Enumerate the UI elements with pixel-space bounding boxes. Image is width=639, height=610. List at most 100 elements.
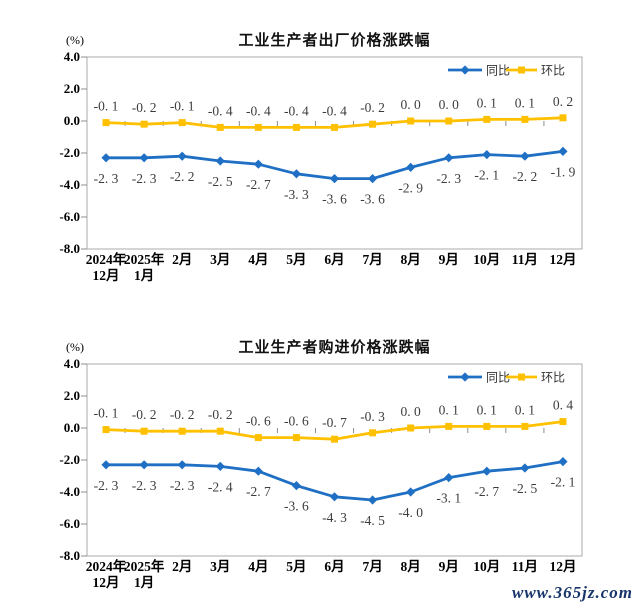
x-category-label: 6月 — [324, 559, 344, 574]
x-category-label: 2024年 — [86, 558, 127, 574]
x-category-label: 12月 — [93, 575, 120, 590]
data-point-label-环比: 0. 0 — [401, 97, 422, 112]
plot-border — [86, 363, 583, 557]
data-point-label-同比: -2. 3 — [94, 478, 119, 493]
y-axis-tick-label: 2.0 — [64, 388, 80, 403]
data-point-label-环比: -0. 7 — [322, 415, 347, 430]
data-point-label-环比: -0. 2 — [132, 100, 157, 115]
data-point-marker-环比 — [102, 119, 110, 127]
data-point-label-同比: -2. 2 — [170, 169, 195, 184]
data-point-label-环比: -0. 2 — [170, 407, 195, 422]
data-point-label-环比: -0. 1 — [94, 406, 119, 421]
data-point-label-同比: -2. 4 — [208, 479, 233, 494]
data-point-marker-同比 — [291, 169, 302, 179]
data-point-marker-同比 — [406, 487, 416, 497]
x-category-label: 6月 — [324, 252, 344, 267]
data-point-label-同比: -2. 9 — [398, 180, 423, 195]
data-point-label-同比: -4. 5 — [360, 513, 385, 528]
data-point-label-环比: 0. 1 — [439, 402, 459, 417]
x-category-label: 3月 — [210, 559, 230, 574]
data-point-marker-环比 — [483, 115, 491, 123]
y-axis-tick-label: -2.0 — [59, 145, 80, 160]
data-point-label-同比: -2. 2 — [513, 169, 538, 184]
x-category-label: 8月 — [401, 559, 421, 574]
y-axis-tick-label: -2.0 — [59, 452, 80, 467]
data-point-marker-同比 — [558, 146, 568, 156]
x-category-label: 1月 — [134, 268, 154, 283]
data-point-marker-环比 — [445, 117, 453, 125]
x-category-label: 12月 — [549, 252, 576, 267]
data-point-marker-同比 — [101, 460, 111, 470]
x-category-label: 10月 — [473, 559, 500, 574]
x-category-label: 9月 — [439, 559, 459, 574]
data-point-marker-同比 — [177, 460, 187, 470]
data-point-label-同比: -2. 1 — [474, 168, 499, 183]
data-point-marker-环比 — [140, 427, 148, 435]
data-point-marker-环比 — [331, 123, 338, 131]
data-point-marker-同比 — [406, 162, 416, 172]
data-point-marker-环比 — [178, 119, 186, 127]
data-point-marker-同比 — [253, 466, 263, 476]
data-point-marker-同比 — [367, 174, 378, 184]
data-point-marker-环比 — [140, 120, 148, 128]
data-point-label-环比: 0. 4 — [553, 398, 574, 413]
data-point-marker-同比 — [101, 153, 111, 163]
data-point-marker-同比 — [329, 492, 340, 502]
data-point-label-环比: 0. 1 — [515, 95, 535, 110]
data-point-label-环比: 0. 1 — [477, 402, 497, 417]
y-axis-tick-label: -4.0 — [59, 484, 80, 499]
data-point-marker-环比 — [559, 418, 567, 426]
x-category-label: 10月 — [473, 252, 500, 267]
data-point-label-同比: -2. 1 — [551, 475, 576, 490]
data-point-label-同比: -2. 7 — [246, 177, 271, 192]
x-category-label: 5月 — [286, 559, 306, 574]
chart-title-factory: 工业生产者出厂价格涨跌幅 — [238, 32, 431, 49]
legend-label-同比: 同比 — [486, 64, 510, 78]
data-point-label-环比: 0. 0 — [439, 97, 460, 112]
data-point-marker-同比 — [444, 473, 454, 483]
data-point-marker-环比 — [369, 120, 377, 128]
legend-label-环比: 环比 — [541, 371, 565, 385]
data-point-marker-环比 — [521, 115, 529, 123]
data-point-label-环比: -0. 2 — [360, 100, 385, 115]
data-point-label-环比: -0. 6 — [284, 414, 309, 429]
data-point-marker-环比 — [292, 123, 300, 131]
x-category-label: 9月 — [439, 252, 459, 267]
plot-border — [86, 56, 583, 250]
data-point-marker-环比 — [407, 117, 415, 125]
data-point-marker-同比 — [558, 457, 568, 467]
data-point-label-同比: -2. 7 — [474, 484, 499, 499]
legend-marker-同比 — [460, 65, 470, 75]
x-category-label: 5月 — [286, 252, 306, 267]
data-point-marker-同比 — [444, 153, 454, 163]
data-point-label-环比: -0. 4 — [246, 103, 271, 118]
y-axis-tick-label: 4.0 — [64, 49, 80, 64]
data-point-label-环比: 0. 0 — [401, 404, 422, 419]
y-axis-tick-label: -6.0 — [59, 516, 80, 531]
data-point-marker-同比 — [291, 481, 302, 491]
data-point-label-同比: -3. 3 — [284, 187, 309, 202]
legend-marker-同比 — [460, 372, 470, 382]
legend-marker-环比 — [518, 66, 525, 74]
x-category-label: 11月 — [512, 559, 538, 574]
y-axis-tick-label: 0.0 — [64, 113, 80, 128]
y-axis-tick-label: 2.0 — [64, 81, 80, 96]
data-point-marker-环比 — [483, 422, 491, 430]
data-point-marker-同比 — [215, 461, 225, 471]
legend-label-环比: 环比 — [541, 64, 565, 78]
x-category-label: 7月 — [362, 559, 382, 574]
data-point-marker-同比 — [520, 463, 530, 473]
x-category-label: 4月 — [248, 252, 268, 267]
data-point-label-同比: -4. 0 — [398, 505, 423, 520]
chart-plot-purchase: (%)4.02.00.0-2.0-4.0-6.0-8.02024年12月2025… — [59, 340, 583, 590]
data-point-label-环比: -0. 3 — [360, 409, 385, 424]
data-point-marker-环比 — [331, 435, 338, 443]
data-point-label-环比: -0. 1 — [170, 99, 195, 114]
data-point-marker-环比 — [254, 123, 262, 131]
data-point-marker-同比 — [329, 174, 340, 184]
watermark: www.365jz.com — [512, 583, 633, 602]
data-point-marker-环比 — [445, 422, 453, 430]
data-point-label-环比: -0. 4 — [322, 103, 347, 118]
data-point-label-环比: -0. 6 — [246, 414, 271, 429]
